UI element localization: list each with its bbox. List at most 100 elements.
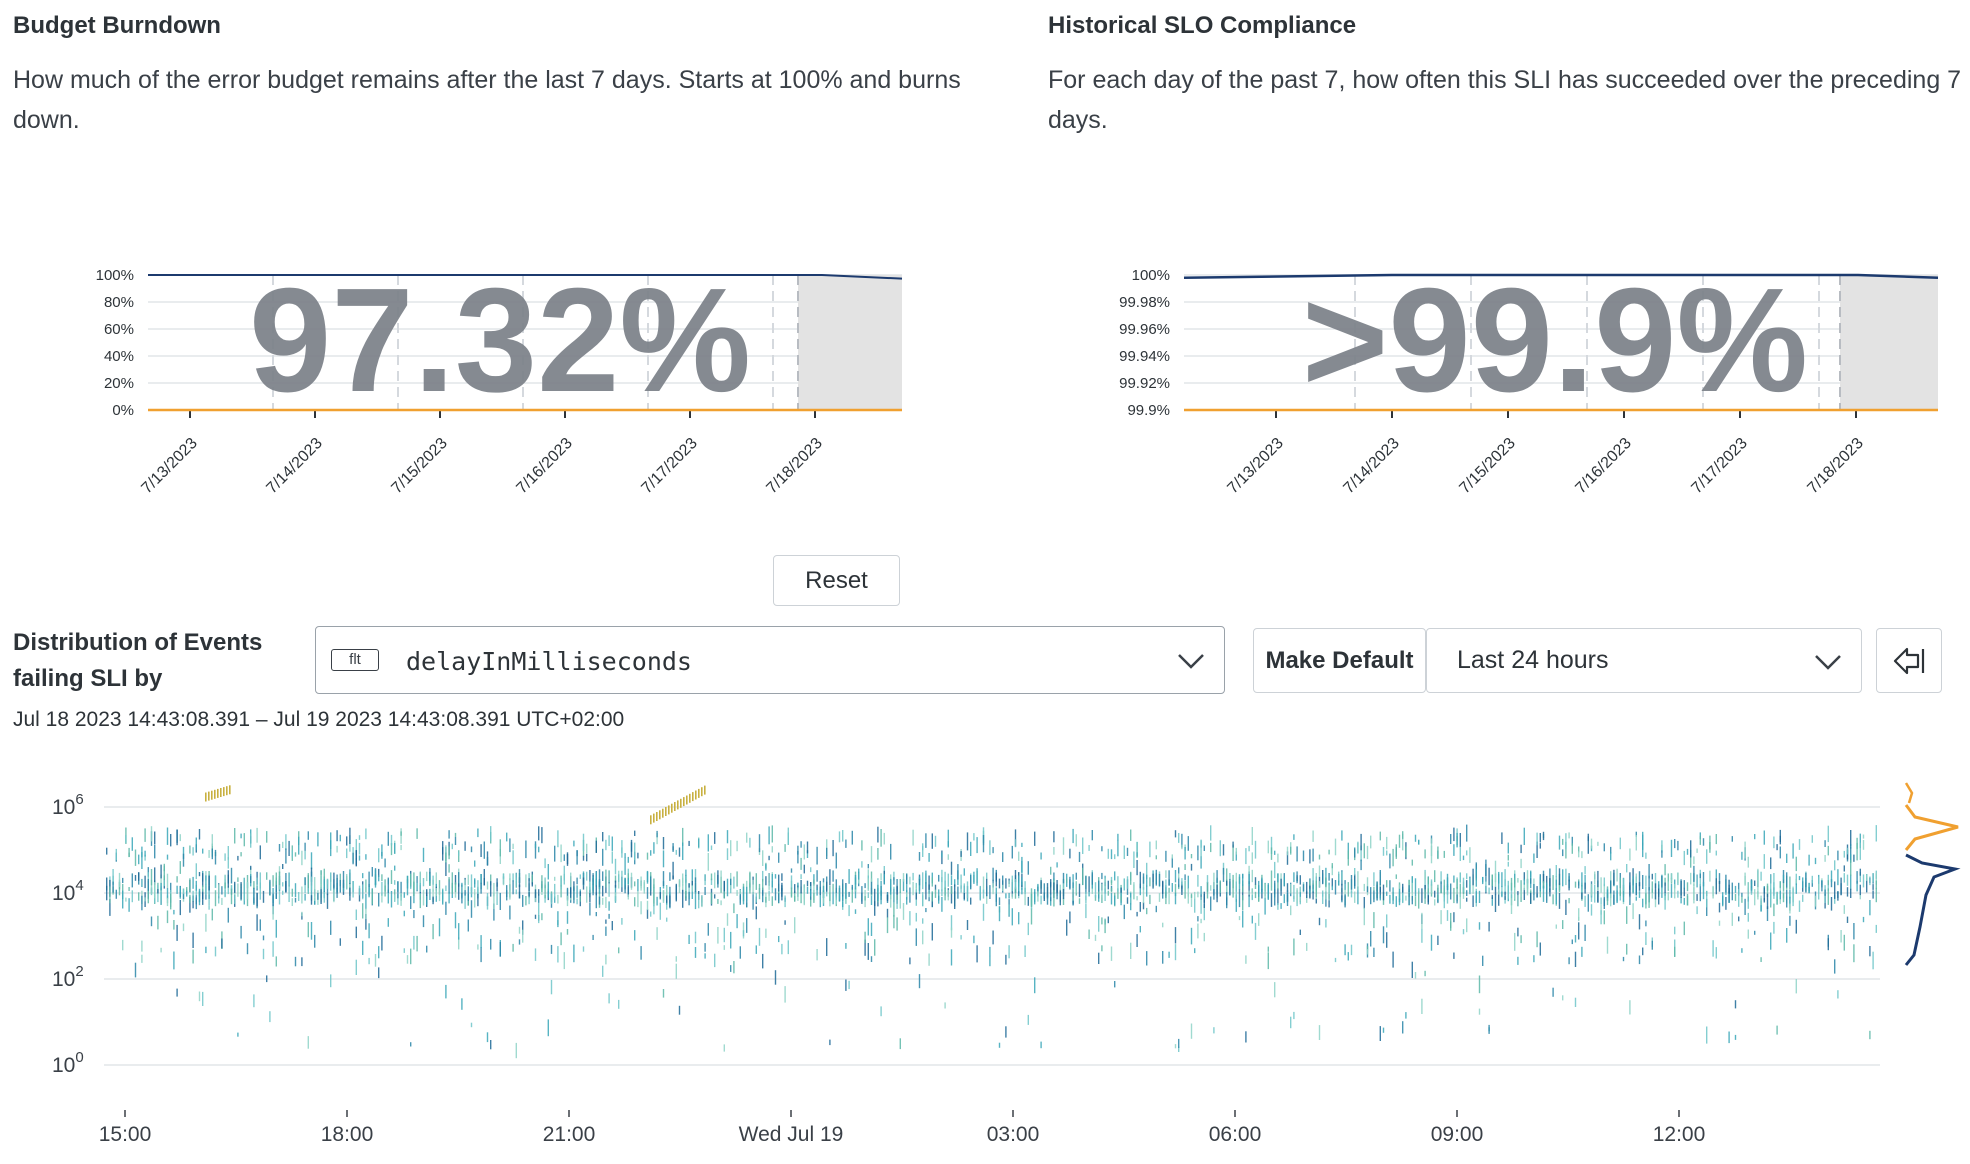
heatmap-cell bbox=[947, 873, 949, 887]
time-range-select[interactable]: Last 24 hours bbox=[1426, 628, 1862, 693]
heatmap-cell bbox=[378, 848, 380, 863]
heatmap-cell bbox=[768, 855, 770, 861]
heatmap-cell bbox=[704, 886, 706, 895]
heatmap-cell bbox=[1651, 873, 1653, 880]
heatmap-cell bbox=[512, 943, 514, 952]
heatmap-cell bbox=[822, 885, 825, 898]
heatmap-cell bbox=[422, 915, 425, 928]
heatmap-cell bbox=[915, 882, 917, 889]
heatmap-cell bbox=[598, 869, 601, 888]
heatmap-cell bbox=[778, 936, 780, 943]
heatmap-cell bbox=[550, 979, 553, 995]
heatmap-cell bbox=[1814, 895, 1817, 907]
heatmap-cell bbox=[1299, 875, 1301, 885]
heatmap-cell bbox=[1530, 878, 1532, 884]
heatmap-cell bbox=[371, 867, 373, 877]
heatmap-cell bbox=[1309, 888, 1311, 894]
heatmap-cell bbox=[1472, 895, 1474, 907]
collapse-panel-button[interactable] bbox=[1876, 628, 1942, 693]
y-tick-label: 80% bbox=[104, 294, 134, 311]
heatmap-cell bbox=[147, 888, 149, 904]
heatmap-cell bbox=[192, 876, 194, 889]
heatmap-cell bbox=[512, 873, 514, 882]
heatmap-cell bbox=[1421, 928, 1423, 943]
heatmap-cell bbox=[982, 876, 985, 893]
heatmap-cell bbox=[237, 855, 239, 861]
heatmap-cell bbox=[246, 875, 249, 889]
heatmap-cell bbox=[621, 840, 623, 854]
heatmap-cell bbox=[362, 873, 364, 879]
heatmap-cell bbox=[483, 869, 485, 886]
heatmap-cell bbox=[141, 878, 143, 887]
heatmap-cell bbox=[970, 897, 972, 905]
heatmap-cell bbox=[470, 846, 473, 853]
heatmap-cell bbox=[1194, 891, 1196, 899]
heatmap-cell bbox=[566, 853, 569, 866]
heatmap-cell bbox=[1018, 875, 1020, 894]
heatmap-cell bbox=[640, 946, 642, 960]
heatmap-cell bbox=[1110, 887, 1113, 893]
heatmap-cell bbox=[909, 876, 911, 885]
heatmap-cell bbox=[781, 885, 783, 891]
heatmap-cell bbox=[1600, 910, 1602, 925]
heatmap-cell bbox=[1562, 920, 1564, 929]
heatmap-cell bbox=[714, 832, 716, 844]
budget-x-ticks: 7/13/2023 7/14/2023 7/15/2023 7/16/2023 7/17… bbox=[138, 410, 826, 497]
field-select[interactable]: flt delayInMilliseconds bbox=[315, 626, 1225, 694]
heatmap-cell bbox=[240, 833, 242, 839]
heatmap-cell bbox=[134, 875, 137, 881]
heatmap-cell bbox=[810, 896, 812, 907]
heatmap-cell bbox=[650, 872, 652, 879]
heatmap-cell bbox=[774, 874, 777, 879]
heatmap-cell bbox=[150, 869, 153, 886]
heatmap-cell bbox=[150, 826, 153, 842]
heatmap-cell bbox=[176, 829, 178, 846]
heatmap-cell bbox=[122, 890, 124, 909]
heatmap-cell bbox=[726, 913, 729, 926]
make-default-button[interactable]: Make Default bbox=[1253, 628, 1426, 693]
heatmap-cell bbox=[1030, 908, 1033, 925]
heatmap-cell bbox=[931, 891, 933, 902]
heatmap-cell bbox=[1114, 981, 1116, 988]
heatmap-cell bbox=[1123, 878, 1125, 891]
heatmap-cell bbox=[1267, 840, 1269, 854]
heatmap-cell bbox=[541, 875, 543, 892]
heatmap-cell bbox=[173, 920, 175, 930]
heatmap-cell bbox=[765, 876, 767, 886]
heatmap-cell bbox=[1456, 894, 1458, 904]
heatmap-cell bbox=[874, 888, 876, 906]
heatmap-outlier-cell bbox=[659, 810, 661, 820]
heatmap-cell bbox=[118, 881, 121, 896]
heatmap-cell bbox=[1827, 880, 1829, 886]
heatmap-cell bbox=[339, 938, 341, 946]
heatmap-cell bbox=[1146, 907, 1148, 915]
heatmap-cell bbox=[1597, 891, 1599, 903]
heatmap-cell bbox=[646, 909, 649, 919]
heatmap-cell bbox=[1648, 894, 1650, 908]
heatmap-cell bbox=[445, 984, 447, 999]
heatmap-cell bbox=[989, 885, 991, 899]
heatmap-cell bbox=[1766, 883, 1769, 891]
reset-button[interactable]: Reset bbox=[773, 555, 900, 606]
heatmap-outlier-cell bbox=[656, 812, 658, 821]
heatmap-cell bbox=[1165, 870, 1167, 878]
heatmap-cell bbox=[1520, 890, 1522, 898]
heatmap-cell bbox=[432, 879, 434, 892]
heatmap-cell bbox=[1638, 914, 1641, 930]
heatmap-cell bbox=[893, 886, 895, 904]
heatmap-cell bbox=[634, 930, 636, 941]
heatmap-cell bbox=[1245, 848, 1247, 865]
heatmap-cell bbox=[1587, 894, 1589, 912]
heatmap-cell bbox=[1466, 890, 1468, 896]
heatmap-cell bbox=[768, 826, 770, 845]
heatmap-cell bbox=[253, 881, 255, 889]
heatmap-cell bbox=[640, 876, 642, 889]
heatmap-cell bbox=[992, 883, 994, 895]
heatmap-cell bbox=[614, 858, 617, 875]
heatmap-cell bbox=[1488, 887, 1490, 895]
heatmap-cell bbox=[538, 916, 540, 924]
budget-burndown-description: How much of the error budget remains aft… bbox=[13, 66, 961, 134]
heatmap-cell bbox=[1251, 915, 1253, 924]
heatmap-cell bbox=[1274, 861, 1276, 879]
heatmap-cell bbox=[752, 892, 754, 910]
